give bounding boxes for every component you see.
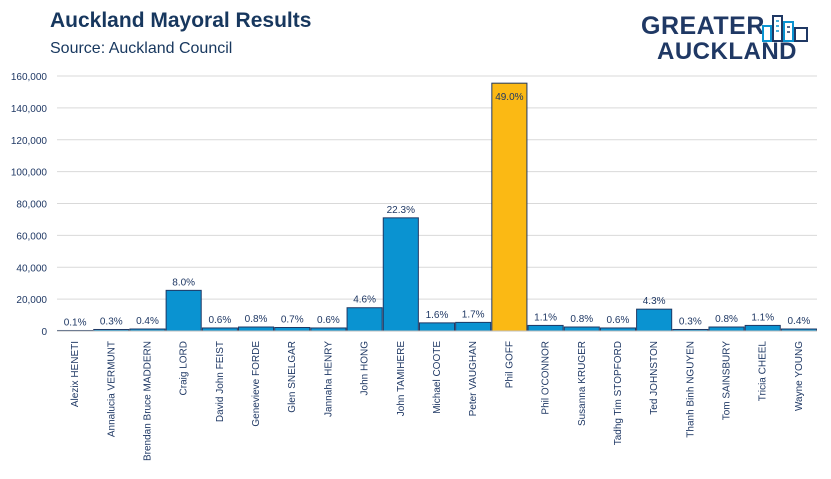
x-tick-label: Tadhg Tim STOPFORD <box>613 341 624 445</box>
y-tick-label: 60,000 <box>16 231 47 242</box>
data-label: 0.6% <box>317 315 340 326</box>
data-label: 4.6% <box>353 295 376 306</box>
y-tick-label: 120,000 <box>11 136 48 147</box>
x-tick-label: Genevieve FORDE <box>251 341 262 427</box>
data-label: 0.8% <box>245 314 268 325</box>
x-tick-label: Thanh Binh NGUYEN <box>685 341 696 438</box>
data-label: 1.1% <box>751 312 774 323</box>
x-tick-label: Tricia CHEEL <box>758 341 769 402</box>
data-label: 49.0% <box>495 92 523 103</box>
bar <box>528 325 563 331</box>
x-tick-label: Peter VAUGHAN <box>468 341 479 416</box>
x-tick-label: Glen SNELGAR <box>287 341 298 413</box>
data-label: 4.3% <box>643 296 666 307</box>
x-tick-label: Phil GOFF <box>504 341 515 388</box>
bar <box>383 218 418 331</box>
bar <box>564 327 599 331</box>
data-label: 0.6% <box>607 315 630 326</box>
data-label: 0.7% <box>281 314 304 325</box>
data-label: 0.8% <box>715 314 738 325</box>
y-tick-label: 160,000 <box>11 72 48 83</box>
bar <box>637 309 672 331</box>
bar <box>456 322 491 331</box>
x-tick-label: John TAMIHERE <box>396 341 407 417</box>
bar <box>238 327 273 331</box>
bar <box>419 323 454 331</box>
y-tick-label: 80,000 <box>16 200 47 211</box>
x-tick-label: Craig LORD <box>179 341 190 395</box>
data-label: 0.4% <box>788 316 811 327</box>
y-tick-label: 140,000 <box>11 104 48 115</box>
bar <box>347 308 382 331</box>
bar <box>166 290 201 331</box>
bar <box>709 327 744 331</box>
bar-chart: 0 20,000 40,000 60,000 80,000 100,000 120,000 1… <box>0 0 831 479</box>
x-tick-label: Ted JOHNSTON <box>649 341 660 415</box>
y-tick-label: 40,000 <box>16 263 47 274</box>
x-tick-label: Wayne YOUNG <box>794 341 805 411</box>
x-tick-label: Tom SAINSBURY <box>722 341 733 421</box>
data-label: 8.0% <box>172 277 195 288</box>
x-tick-label: Susanna KRUGER <box>577 341 588 426</box>
data-label: 0.3% <box>100 316 123 327</box>
y-tick-label: 20,000 <box>16 295 47 306</box>
data-label: 1.7% <box>462 309 485 320</box>
x-tick-label: Annalucia VERMUNT <box>106 341 117 437</box>
x-tick-label: David John FEIST <box>215 341 226 422</box>
x-tick-label: Brendan Bruce MADDERN <box>142 341 153 461</box>
data-label: 1.6% <box>426 310 449 321</box>
x-tick-label: Michael COOTE <box>432 341 443 414</box>
data-label: 0.4% <box>136 316 159 327</box>
x-tick-label: Alezix HENETI <box>70 341 81 407</box>
x-tick-label: John HONG <box>360 341 371 396</box>
x-tick-label: Phil O'CONNOR <box>541 341 552 415</box>
data-label: 1.1% <box>534 312 557 323</box>
data-label: 0.1% <box>64 317 87 328</box>
x-tick-label: Jannaha HENRY <box>323 341 334 417</box>
data-label: 0.8% <box>570 314 593 325</box>
y-tick-label: 100,000 <box>11 168 48 179</box>
data-label: 22.3% <box>387 205 415 216</box>
data-label: 0.3% <box>679 316 702 327</box>
bar <box>492 83 527 331</box>
y-tick-label: 0 <box>41 327 47 338</box>
bar <box>745 325 780 331</box>
data-label: 0.6% <box>208 315 231 326</box>
bar <box>275 327 310 331</box>
